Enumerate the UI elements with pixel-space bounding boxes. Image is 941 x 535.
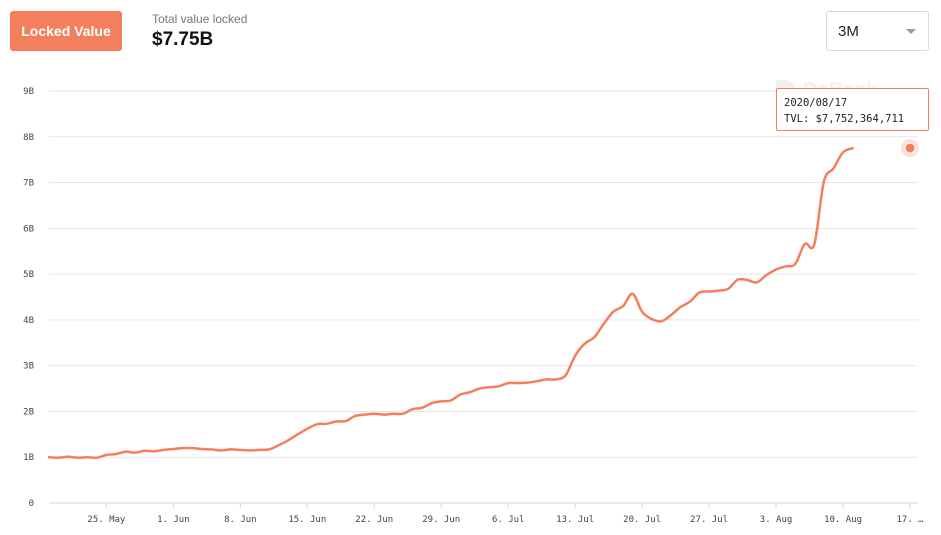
x-tick-label: 8. Jun (224, 515, 257, 525)
chart-tooltip: 2020/08/17 TVL: $7,752,364,711 (776, 88, 929, 131)
x-tick-label: 17. … (896, 515, 924, 525)
tooltip-date: 2020/08/17 (784, 97, 848, 109)
y-tick-label: 5B (23, 270, 34, 280)
x-tick-label: 29. Jun (422, 515, 460, 525)
x-tick-label: 25. May (87, 515, 126, 525)
y-tick-label: 3B (23, 362, 34, 372)
x-tick-label: 1. Jun (157, 515, 190, 525)
x-tick-label: 10. Aug (824, 515, 862, 525)
x-axis-ticks: 25. May 1. Jun 8. Jun 15. Jun 22. Jun 29. Jun… (87, 503, 924, 525)
x-tick-label: 27. Jul (690, 515, 728, 525)
x-tick-label: 3. Aug (760, 515, 793, 525)
y-tick-label: 8B (23, 133, 34, 143)
y-tick-label: 7B (23, 179, 34, 189)
y-tick-label: 1B (23, 453, 34, 463)
tooltip-value: TVL: $7,752,364,711 (784, 113, 905, 125)
x-tick-label: 13. Jul (556, 515, 594, 525)
chevron-down-icon (906, 29, 916, 34)
y-tick-label: 9B (23, 87, 34, 97)
tvl-series-line[interactable] (47, 146, 854, 460)
y-tick-label: 6B (23, 224, 34, 234)
tvl-value: $7.75B (152, 29, 214, 50)
tvl-label: Total value locked (152, 12, 248, 26)
y-axis-ticks: 0 1B 2B 3B 4B 5B 6B 7B 8B 9B (23, 87, 34, 509)
x-tick-label: 6. Jul (492, 515, 525, 525)
x-tick-label: 15. Jun (288, 515, 326, 525)
y-tick-label: 2B (23, 407, 34, 417)
y-tick-label: 4B (23, 316, 34, 326)
y-tick-label: 0 (29, 499, 34, 509)
locked-value-button[interactable]: Locked Value (10, 11, 122, 51)
time-range-select[interactable]: 3M (826, 11, 929, 51)
x-tick-label: 22. Jun (355, 515, 393, 525)
grid-lines (49, 90, 918, 458)
time-range-selected: 3M (838, 22, 859, 40)
highlight-point[interactable] (904, 142, 916, 154)
x-tick-label: 20. Jul (623, 515, 661, 525)
